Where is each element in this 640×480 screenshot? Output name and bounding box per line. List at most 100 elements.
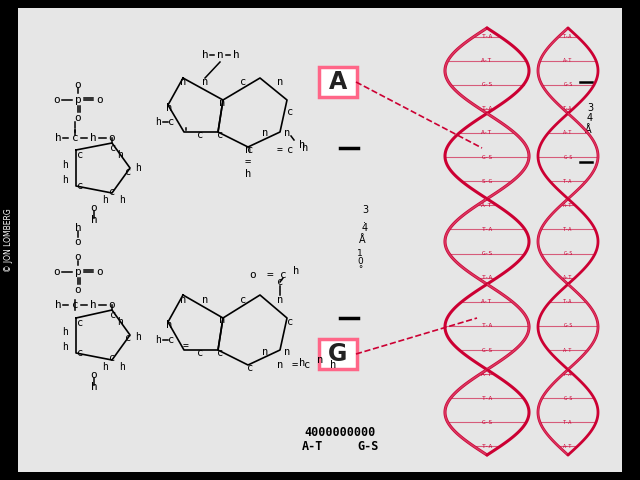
Text: p: p (75, 95, 81, 105)
Text: c: c (77, 348, 83, 358)
Text: A-T: A-T (563, 444, 573, 449)
Text: A-T: A-T (563, 275, 573, 280)
Text: °: ° (358, 265, 362, 275)
Text: c: c (304, 360, 310, 370)
Text: G-S: G-S (481, 420, 493, 425)
Text: A-T: A-T (481, 300, 493, 304)
Text: h: h (102, 362, 108, 372)
Text: h: h (299, 358, 305, 368)
Text: n: n (317, 355, 323, 365)
Text: T-A: T-A (481, 444, 493, 449)
Text: n: n (219, 315, 225, 325)
Text: o: o (109, 133, 115, 143)
Text: c: c (168, 117, 174, 127)
Text: n: n (202, 295, 208, 305)
FancyBboxPatch shape (319, 339, 357, 369)
Text: o: o (75, 252, 81, 262)
Text: c: c (287, 107, 293, 117)
Text: A-T: A-T (481, 372, 493, 377)
Text: o: o (54, 267, 60, 277)
Text: c: c (125, 167, 131, 177)
Text: A: A (329, 70, 347, 94)
Bar (622, 0, 640, 480)
Text: G-S: G-S (481, 251, 493, 256)
Text: h: h (166, 320, 172, 330)
Text: c: c (287, 317, 293, 327)
Text: T-A: T-A (563, 34, 573, 39)
Text: p: p (75, 267, 81, 277)
Text: o: o (97, 267, 104, 277)
Text: T-A: T-A (481, 275, 493, 280)
Bar (0, 0, 18, 480)
Text: n: n (262, 347, 268, 357)
Text: c: c (197, 348, 203, 358)
Bar (0, 0, 640, 8)
Text: G-S: G-S (563, 251, 573, 256)
Text: h: h (119, 362, 125, 372)
Text: h: h (202, 50, 209, 60)
Text: Å: Å (585, 125, 591, 135)
Text: T-A: T-A (481, 324, 493, 328)
Text: o: o (75, 285, 81, 295)
Text: c: c (110, 310, 116, 320)
Text: c: c (247, 363, 253, 373)
Text: T-A: T-A (481, 396, 493, 401)
Text: h: h (330, 360, 336, 370)
Text: c: c (110, 143, 116, 153)
Text: .: . (364, 215, 367, 225)
Text: h: h (75, 223, 81, 233)
Text: h: h (245, 169, 251, 179)
Text: 0: 0 (357, 257, 363, 266)
Text: A-T: A-T (563, 58, 573, 63)
Text: G-S: G-S (481, 348, 493, 352)
Text: =: = (292, 360, 298, 370)
Text: h: h (155, 335, 161, 345)
Text: h: h (299, 140, 305, 150)
Bar (0, 472, 640, 480)
Text: o: o (75, 113, 81, 123)
Text: o: o (91, 370, 97, 380)
Text: T-A: T-A (481, 34, 493, 39)
Text: n: n (284, 128, 290, 138)
Text: T-A: T-A (563, 372, 573, 377)
Text: h: h (62, 160, 68, 170)
Text: c: c (247, 145, 253, 155)
Text: n: n (219, 98, 225, 108)
Text: h: h (90, 133, 97, 143)
Text: h: h (54, 133, 61, 143)
Text: G-S: G-S (563, 396, 573, 401)
Text: h: h (102, 195, 108, 205)
Text: A-T: A-T (563, 348, 573, 352)
Text: c: c (72, 133, 78, 143)
Text: c: c (109, 353, 115, 363)
Text: A-T: A-T (563, 131, 573, 135)
Text: h: h (166, 103, 172, 113)
Text: G-S: G-S (563, 155, 573, 160)
Text: o: o (54, 95, 60, 105)
Text: n: n (216, 50, 223, 60)
Text: h: h (62, 175, 68, 185)
Text: n: n (284, 347, 290, 357)
Text: o: o (91, 203, 97, 213)
Text: o: o (250, 270, 257, 280)
Text: c: c (109, 187, 115, 197)
Text: 4: 4 (587, 113, 593, 123)
Text: o: o (109, 300, 115, 310)
Text: G-S: G-S (357, 441, 379, 454)
Text: n: n (180, 295, 186, 305)
Text: h: h (62, 342, 68, 352)
Text: G-S: G-S (481, 82, 493, 87)
Text: c: c (287, 145, 293, 155)
Text: o: o (97, 95, 104, 105)
Text: h: h (232, 50, 239, 60)
Text: h: h (135, 332, 141, 342)
Text: h: h (135, 163, 141, 173)
Text: c: c (77, 181, 83, 191)
Text: h: h (117, 317, 123, 327)
Text: c: c (125, 333, 131, 343)
Text: n: n (277, 77, 283, 87)
Text: T-A: T-A (563, 179, 573, 184)
Text: h: h (117, 150, 123, 160)
Text: n: n (262, 128, 268, 138)
Text: c: c (197, 130, 203, 140)
